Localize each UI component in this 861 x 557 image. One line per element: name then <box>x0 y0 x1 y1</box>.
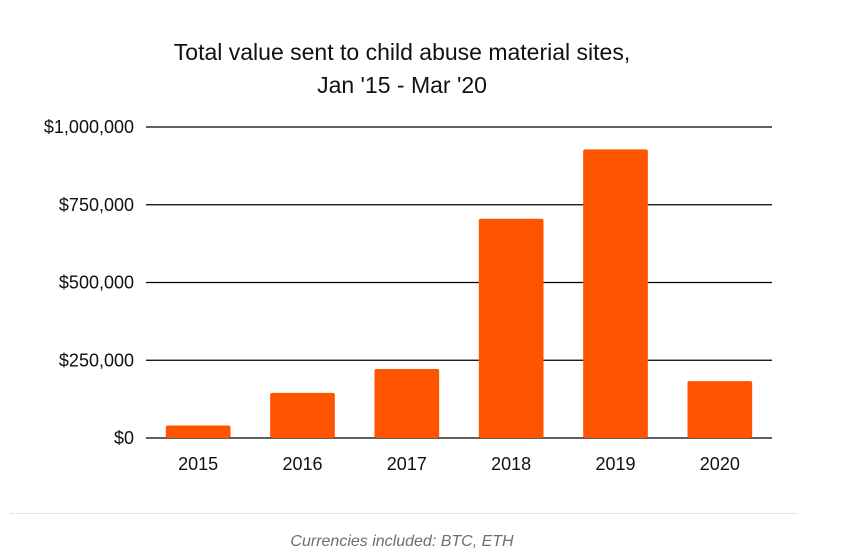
bar-2020 <box>687 381 753 438</box>
bar-2018 <box>478 218 544 438</box>
bar-2017 <box>374 368 440 438</box>
bar-2019 <box>583 149 648 438</box>
x-tick-label: 2017 <box>387 454 427 474</box>
x-tick-label: 2015 <box>178 454 218 474</box>
x-axis-tick-labels: 2015 2016 2017 2018 2019 2020 <box>178 454 740 474</box>
y-tick-label: $750,000 <box>59 195 134 215</box>
chart: Total value sent to child abuse material… <box>44 39 772 474</box>
x-tick-label: 2016 <box>282 454 322 474</box>
currencies-caption: Currencies included: BTC, ETH <box>290 533 514 550</box>
bar-2016 <box>270 392 335 438</box>
y-tick-label: $500,000 <box>59 273 134 293</box>
x-tick-label: 2018 <box>491 454 531 474</box>
gridlines <box>146 126 772 439</box>
bars <box>165 149 753 438</box>
chart-title-line-1: Total value sent to child abuse material… <box>174 39 630 65</box>
divider <box>10 513 797 514</box>
x-tick-label: 2020 <box>700 454 740 474</box>
y-tick-label: $250,000 <box>59 350 134 370</box>
y-tick-label: $0 <box>114 428 134 448</box>
x-tick-label: 2019 <box>595 454 635 474</box>
chart-title-line-2: Jan '15 - Mar '20 <box>317 72 487 98</box>
bar-2015 <box>165 425 231 438</box>
y-tick-label: $1,000,000 <box>44 117 134 137</box>
y-axis-tick-labels: $0 $250,000 $500,000 $750,000 $1,000,000 <box>44 117 134 448</box>
